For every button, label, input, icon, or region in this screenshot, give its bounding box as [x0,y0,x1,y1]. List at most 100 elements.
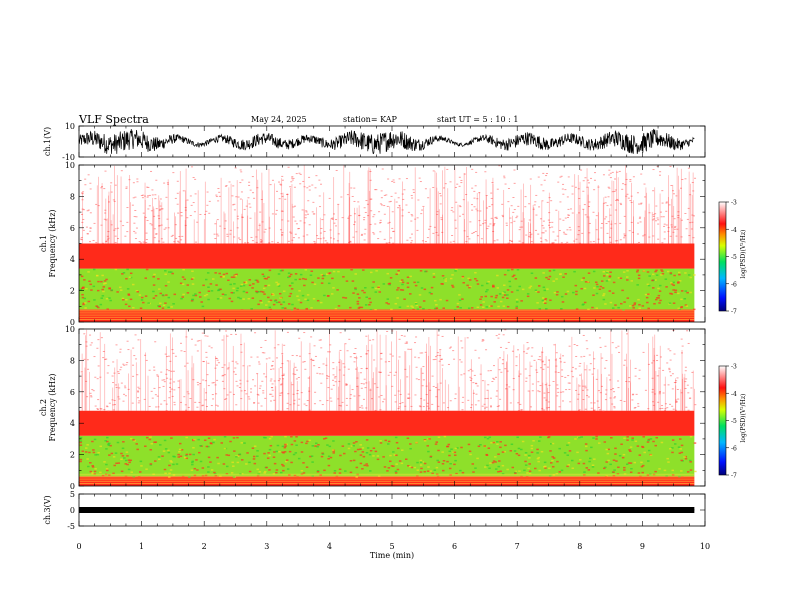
spectrogram-speckle [515,217,518,219]
spectrogram-speckle [145,242,148,244]
spectrogram-speckle [210,405,213,407]
spectrogram-speckle [401,281,405,284]
spectrogram-speckle [178,448,182,451]
spectrogram-speckle [145,239,148,241]
spectrogram-speckle [231,360,234,362]
spectrogram-speckle [408,465,412,468]
spectrogram-speckle [331,449,335,451]
spectrogram-speckle [92,451,96,454]
spectrogram-speckle [345,383,348,385]
spectrogram-streak [681,378,683,411]
spectrogram-speckle [83,297,87,300]
spectrogram-streak [506,362,508,411]
spectrogram-speckle [423,462,427,465]
spectrogram-speckle [380,190,383,192]
spectrogram-speckle [81,192,84,194]
spectrogram-speckle [192,202,195,204]
spectrogram-speckle [517,454,521,457]
spectrogram-speckle [373,383,376,385]
spectrogram-speckle [145,436,149,439]
spectrogram-speckle [291,384,294,386]
spectrogram-speckle [604,393,607,395]
spectrogram-speckle [613,406,616,408]
spectrogram-streak [690,183,692,244]
spectrogram-speckle [221,339,224,341]
spectrogram-speckle [392,465,395,468]
spectrogram-speckle [133,230,136,232]
spectrogram-speckle [432,276,436,278]
spectrogram-speckle [305,307,308,310]
spectrogram-streak [578,384,580,411]
spectrogram-speckle [498,369,501,371]
spectrogram-speckle [277,344,280,346]
spectrogram-speckle [542,190,545,192]
spectrogram-speckle [159,444,162,446]
spectrogram-streak [503,351,505,411]
spectrogram-streak [597,184,599,244]
spectrogram-streak [228,187,230,244]
spectrogram-speckle [128,276,132,278]
spectrogram-speckle [232,465,235,467]
spectrogram-streak [420,367,422,411]
spectrogram-speckle [440,359,443,361]
spectrogram-speckle [454,227,457,229]
spectrogram-speckle [81,208,84,210]
spectrogram-speckle [547,219,550,221]
spectrogram-speckle [526,348,529,350]
spectrogram-speckle [591,306,594,309]
spectrogram-speckle [565,233,568,235]
spectrogram-streak [116,175,118,244]
spectrogram-speckle [661,190,664,192]
spectrogram-speckle [307,377,310,379]
spectrogram-speckle [623,437,626,440]
spectrogram-speckle [636,192,639,194]
spectrogram-speckle [470,378,473,380]
spectrogram-speckle [260,240,263,242]
spectrogram-speckle [283,451,287,453]
spectrogram-speckle [163,182,166,184]
spectrogram-speckle [363,219,366,221]
spectrogram-speckle [407,211,410,213]
spectrogram-speckle [346,194,349,196]
spectrogram-streak [309,376,311,411]
spectrogram-speckle [216,405,219,407]
spectrogram-streak [175,216,177,244]
spectrogram-streak [161,202,163,244]
spectrogram-streak [232,345,234,411]
spectrogram-speckle [262,436,266,439]
spectrogram-speckle [529,232,532,234]
spectrogram-speckle [481,306,485,308]
spectrogram-speckle [387,374,390,376]
spectrogram-speckle [296,295,299,297]
spectrogram-speckle [118,387,121,389]
spectrogram-speckle [310,270,314,272]
spectrogram-speckle [150,170,153,172]
spectrogram-speckle [327,455,331,458]
spectrogram-speckle [236,215,239,217]
spectrogram-speckle [490,406,493,408]
spectrogram-speckle [496,188,499,190]
spectrogram-speckle [455,268,458,271]
spectrogram-speckle [462,396,465,398]
spectrogram-speckle [175,237,178,239]
spectrogram-speckle [636,243,639,245]
spectrogram-speckle [302,472,306,474]
spectrogram-speckle [110,182,113,184]
spectrogram-speckle [143,398,146,400]
spectrogram-speckle [163,400,166,402]
spectrogram-speckle [228,181,231,183]
spectrogram-speckle [216,219,219,221]
spectrogram-speckle [191,460,194,463]
spectrogram-speckle [514,470,518,473]
spectrogram-speckle [184,207,187,209]
spectrogram-speckle [630,201,633,203]
spectrogram-speckle [520,220,523,222]
spectrogram-speckle [609,271,612,273]
spectrogram-speckle [542,232,545,234]
spectrogram-speckle [406,437,410,439]
spectrogram-speckle [116,441,120,444]
spectrogram-speckle [90,395,93,397]
spectrogram-speckle [159,198,162,200]
spectrogram-speckle [180,401,183,403]
spectrogram-streak [404,350,406,411]
